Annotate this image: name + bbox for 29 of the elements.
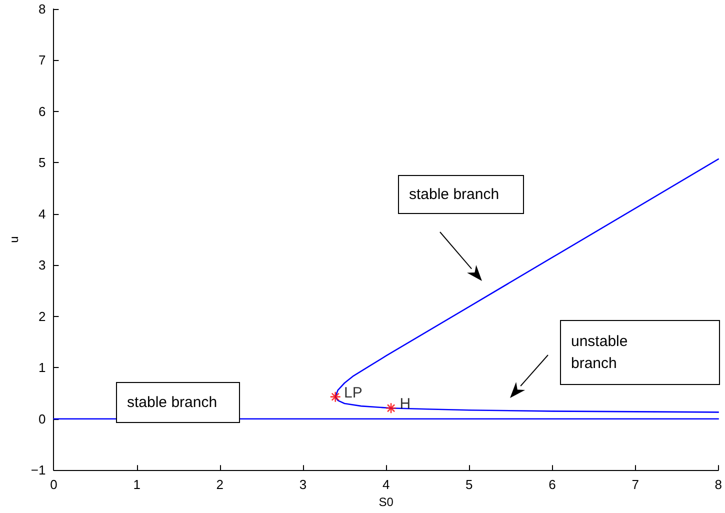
x-axis-title: S0 [378,495,394,509]
y-tick-label: 8 [38,2,46,16]
y-tick-label: 0 [38,411,46,426]
line-series [334,158,720,413]
x-tick-label: 4 [382,477,390,492]
x-tick-label: 5 [466,477,473,492]
x-tick-label: 0 [50,477,58,492]
x-tick-label: 8 [714,477,722,492]
y-tick-label: 4 [38,206,46,222]
x-tick-label: 3 [299,477,307,492]
y-tick-label: 3 [38,258,46,273]
y-tick-label: 7 [38,52,46,68]
y-axis-title: u [7,236,21,243]
x-tick-label: 6 [548,477,556,492]
y-tick-label: −1 [30,462,46,478]
text-box: stable branch [398,175,524,214]
text-box: stable branch [116,382,240,423]
annotation: stable branch [409,186,500,203]
series-label: LP [344,384,362,402]
text-box: unstable branch [560,320,720,385]
x-tick-label: 7 [632,477,639,492]
x-tick-label: 2 [216,477,224,492]
y-tick-label: 6 [38,104,46,119]
y-tick-label: 1 [38,360,46,376]
annotation: stable branch [127,394,218,411]
annotation: unstable branch [571,332,629,374]
y-tick-label: 5 [38,155,46,170]
x-tick-label: 1 [133,477,140,492]
y-tick-label: 2 [38,308,46,324]
